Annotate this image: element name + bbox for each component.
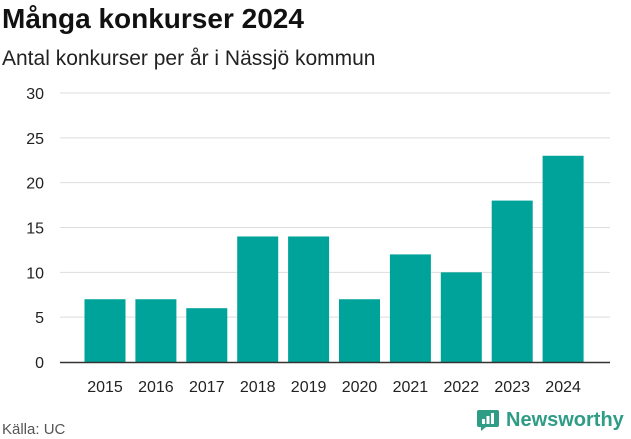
bar-2016 [135,299,177,362]
x-tick-label: 2022 [444,379,480,396]
bar-2022 [440,272,482,362]
bars [84,155,584,362]
bar-2023 [491,200,533,362]
y-axis-tick-labels: 0 5 10 15 20 25 30 [26,86,44,372]
newsworthy-logo[interactable]: Newsworthy [476,408,624,432]
bar-2018 [237,236,279,362]
x-tick-label: 2018 [240,379,276,396]
x-tick-label: 2020 [342,379,378,396]
bar-2015 [84,299,126,362]
bar-2024 [542,155,584,362]
x-tick-label: 2023 [494,379,530,396]
newsworthy-logo-icon [477,410,499,431]
chart-subtitle: Antal konkurser per år i Nässjö kommun [2,47,376,70]
newsworthy-logo-text: Newsworthy [506,408,624,431]
bar-2017 [186,308,228,362]
y-tick-label: 15 [26,221,44,238]
x-tick-label: 2024 [545,379,581,396]
y-tick-label: 30 [26,86,44,103]
bar-2021 [389,254,431,362]
x-tick-label: 2016 [138,379,174,396]
y-tick-label: 25 [26,131,44,148]
x-tick-label: 2021 [393,379,429,396]
y-tick-label: 5 [35,310,44,327]
y-tick-label: 20 [26,176,44,193]
x-tick-label: 2015 [87,379,123,396]
bar-2019 [288,236,330,362]
bar-2020 [339,299,380,362]
x-axis-tick-labels: 2015 2016 2017 2018 2019 2020 2021 2022 2023 2024 [87,379,581,396]
y-tick-label: 10 [26,265,44,282]
source-note: Källa: UC [2,421,66,438]
x-tick-label: 2019 [291,379,327,396]
chart-title: Många konkurser 2024 [2,3,304,34]
x-tick-label: 2017 [189,379,225,396]
y-tick-label: 0 [35,355,44,372]
